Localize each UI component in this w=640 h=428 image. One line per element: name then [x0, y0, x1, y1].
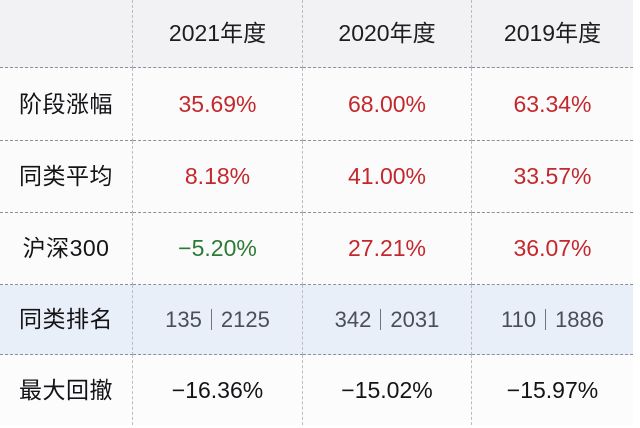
- rank-total: 1886: [555, 306, 605, 332]
- cell-csi300-2020: 27.21%: [303, 213, 472, 285]
- header-cell-corner: [0, 0, 133, 68]
- cell-max-drawdown-2021: −16.36%: [133, 355, 303, 425]
- header-cell-2021: 2021年度: [133, 0, 303, 68]
- row-label-max-drawdown: 最大回撤: [0, 355, 133, 425]
- cell-peer-rank-2019: 110 1886: [472, 285, 633, 355]
- cell-max-drawdown-2020: −15.02%: [303, 355, 472, 425]
- cell-peer-rank-2021: 135 2125: [133, 285, 303, 355]
- rank-value: 110: [500, 306, 537, 332]
- cell-csi300-2019: 36.07%: [472, 213, 633, 285]
- rank-total: 2125: [220, 306, 270, 332]
- cell-max-drawdown-2019: −15.97%: [472, 355, 633, 425]
- row-label-csi300: 沪深300: [0, 213, 133, 285]
- rank-value: 135: [165, 306, 202, 332]
- header-cell-2020: 2020年度: [303, 0, 472, 68]
- rank-separator-icon: [210, 309, 212, 330]
- cell-stage-gain-2020: 68.00%: [303, 68, 472, 141]
- cell-peer-average-2021: 8.18%: [133, 141, 303, 213]
- rank-total: 2031: [390, 306, 440, 332]
- cell-stage-gain-2021: 35.69%: [133, 68, 303, 141]
- rank-separator-icon: [380, 309, 382, 330]
- rank-value: 342: [334, 306, 372, 332]
- row-label-stage-gain: 阶段涨幅: [0, 68, 133, 141]
- rank-separator-icon: [545, 309, 547, 330]
- row-label-peer-rank: 同类排名: [0, 285, 133, 355]
- cell-csi300-2021: −5.20%: [133, 213, 303, 285]
- cell-peer-rank-2020: 342 2031: [303, 285, 472, 355]
- header-cell-2019: 2019年度: [472, 0, 633, 68]
- row-label-peer-average: 同类平均: [0, 141, 133, 213]
- cell-stage-gain-2019: 63.34%: [472, 68, 633, 141]
- cell-peer-average-2019: 33.57%: [472, 141, 633, 213]
- cell-peer-average-2020: 41.00%: [303, 141, 472, 213]
